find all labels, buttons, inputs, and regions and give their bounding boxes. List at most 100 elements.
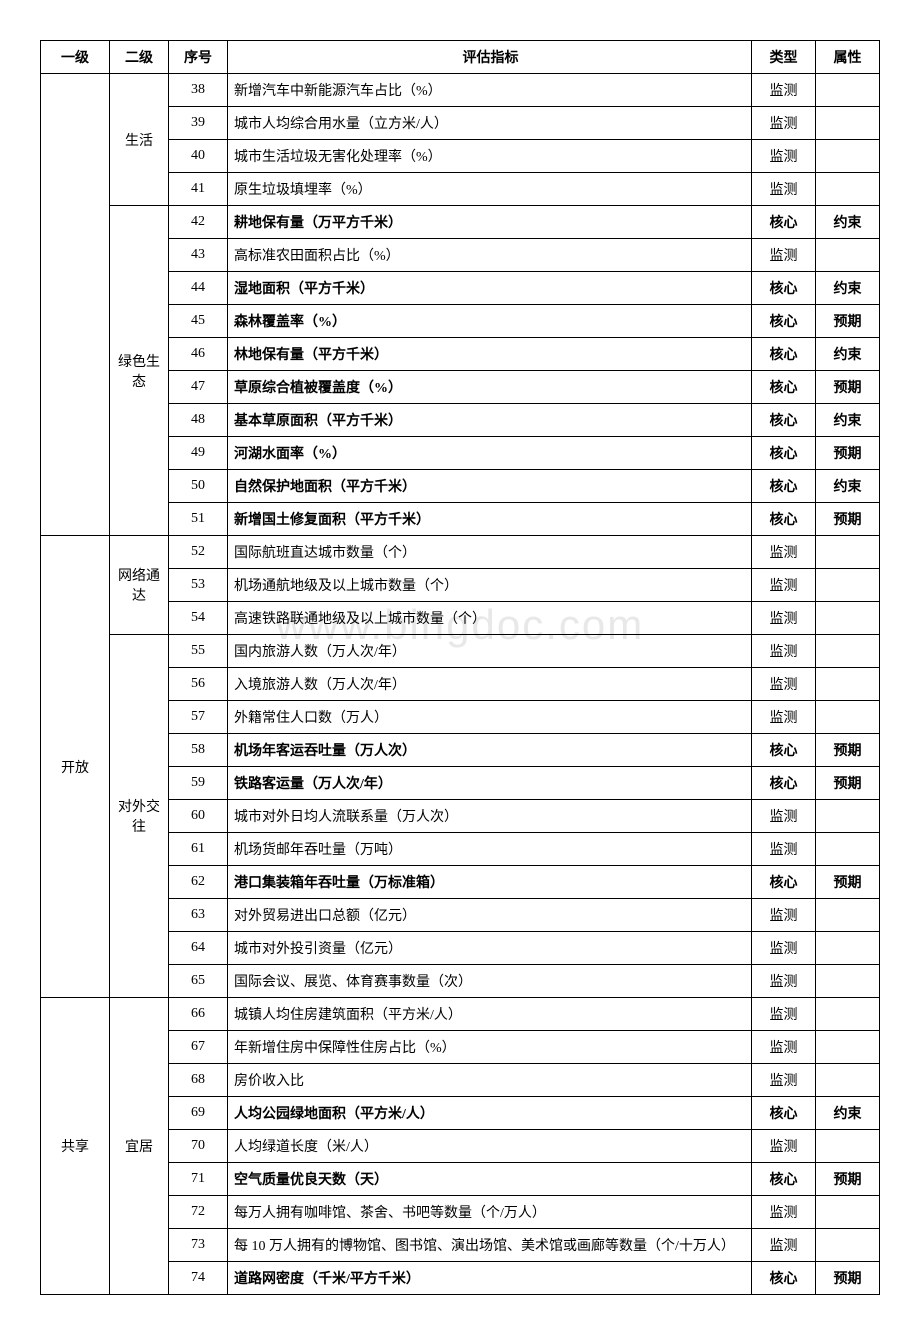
cell-type: 核心 [752,404,816,437]
cell-type: 核心 [752,272,816,305]
cell-indicator: 城市对外投引资量（亿元） [228,932,752,965]
cell-type: 监测 [752,569,816,602]
cell-indicator: 城市生活垃圾无害化处理率（%） [228,140,752,173]
cell-seq: 46 [169,338,228,371]
cell-type: 核心 [752,437,816,470]
cell-attr: 预期 [816,437,880,470]
cell-indicator: 入境旅游人数（万人次/年） [228,668,752,701]
header-l1: 一级 [41,41,110,74]
cell-type: 监测 [752,140,816,173]
cell-l2: 生活 [110,74,169,206]
header-seq: 序号 [169,41,228,74]
cell-type: 监测 [752,536,816,569]
cell-type: 核心 [752,371,816,404]
cell-indicator: 高标准农田面积占比（%） [228,239,752,272]
cell-attr [816,140,880,173]
cell-attr: 预期 [816,866,880,899]
cell-attr [816,998,880,1031]
cell-type: 监测 [752,932,816,965]
cell-indicator: 空气质量优良天数（天） [228,1163,752,1196]
cell-type: 监测 [752,602,816,635]
cell-type: 监测 [752,668,816,701]
cell-indicator: 城市人均综合用水量（立方米/人） [228,107,752,140]
cell-type: 核心 [752,503,816,536]
cell-seq: 47 [169,371,228,404]
cell-type: 监测 [752,1196,816,1229]
cell-attr [816,239,880,272]
cell-indicator: 森林覆盖率（%） [228,305,752,338]
cell-type: 核心 [752,1262,816,1295]
indicator-table: 一级 二级 序号 评估指标 类型 属性 生活38新增汽车中新能源汽车占比（%）监… [40,40,880,1295]
cell-seq: 50 [169,470,228,503]
table-row: 开放网络通达52国际航班直达城市数量（个）监测 [41,536,880,569]
cell-attr [816,1130,880,1163]
cell-indicator: 人均公园绿地面积（平方米/人） [228,1097,752,1130]
cell-attr [816,1064,880,1097]
cell-seq: 58 [169,734,228,767]
cell-attr: 约束 [816,272,880,305]
cell-attr [816,1031,880,1064]
cell-seq: 38 [169,74,228,107]
table-row: 对外交往55国内旅游人数（万人次/年）监测 [41,635,880,668]
cell-type: 核心 [752,338,816,371]
cell-type: 核心 [752,734,816,767]
header-indicator: 评估指标 [228,41,752,74]
cell-type: 监测 [752,833,816,866]
cell-indicator: 城市对外日均人流联系量（万人次） [228,800,752,833]
cell-seq: 65 [169,965,228,998]
cell-attr [816,602,880,635]
cell-type: 监测 [752,1064,816,1097]
cell-type: 监测 [752,1229,816,1262]
cell-attr [816,701,880,734]
header-row: 一级 二级 序号 评估指标 类型 属性 [41,41,880,74]
cell-indicator: 房价收入比 [228,1064,752,1097]
cell-indicator: 草原综合植被覆盖度（%） [228,371,752,404]
cell-indicator: 机场通航地级及以上城市数量（个） [228,569,752,602]
cell-seq: 43 [169,239,228,272]
cell-indicator: 自然保护地面积（平方千米） [228,470,752,503]
cell-type: 监测 [752,173,816,206]
cell-seq: 39 [169,107,228,140]
cell-type: 监测 [752,965,816,998]
cell-l2: 网络通达 [110,536,169,635]
cell-seq: 62 [169,866,228,899]
cell-type: 核心 [752,866,816,899]
cell-type: 核心 [752,470,816,503]
cell-attr [816,173,880,206]
cell-l1: 共享 [41,998,110,1295]
cell-type: 监测 [752,998,816,1031]
cell-attr [816,833,880,866]
cell-seq: 70 [169,1130,228,1163]
cell-attr: 约束 [816,206,880,239]
cell-seq: 49 [169,437,228,470]
cell-l2: 绿色生态 [110,206,169,536]
cell-attr: 预期 [816,503,880,536]
cell-indicator: 机场货邮年吞吐量（万吨） [228,833,752,866]
cell-l1 [41,74,110,536]
cell-seq: 71 [169,1163,228,1196]
cell-seq: 55 [169,635,228,668]
cell-attr [816,635,880,668]
cell-indicator: 城镇人均住房建筑面积（平方米/人） [228,998,752,1031]
cell-seq: 51 [169,503,228,536]
cell-indicator: 年新增住房中保障性住房占比（%） [228,1031,752,1064]
cell-attr [816,899,880,932]
cell-seq: 63 [169,899,228,932]
cell-l2: 对外交往 [110,635,169,998]
cell-seq: 69 [169,1097,228,1130]
cell-attr [816,1229,880,1262]
cell-type: 监测 [752,899,816,932]
cell-indicator: 铁路客运量（万人次/年） [228,767,752,800]
cell-indicator: 港口集装箱年吞吐量（万标准箱） [228,866,752,899]
cell-indicator: 每 10 万人拥有的博物馆、图书馆、演出场馆、美术馆或画廊等数量（个/十万人） [228,1229,752,1262]
cell-seq: 41 [169,173,228,206]
table-row: 共享宜居66城镇人均住房建筑面积（平方米/人）监测 [41,998,880,1031]
cell-indicator: 人均绿道长度（米/人） [228,1130,752,1163]
cell-seq: 52 [169,536,228,569]
cell-type: 监测 [752,239,816,272]
header-l2: 二级 [110,41,169,74]
cell-attr [816,668,880,701]
cell-type: 监测 [752,107,816,140]
cell-type: 核心 [752,1097,816,1130]
cell-type: 监测 [752,800,816,833]
